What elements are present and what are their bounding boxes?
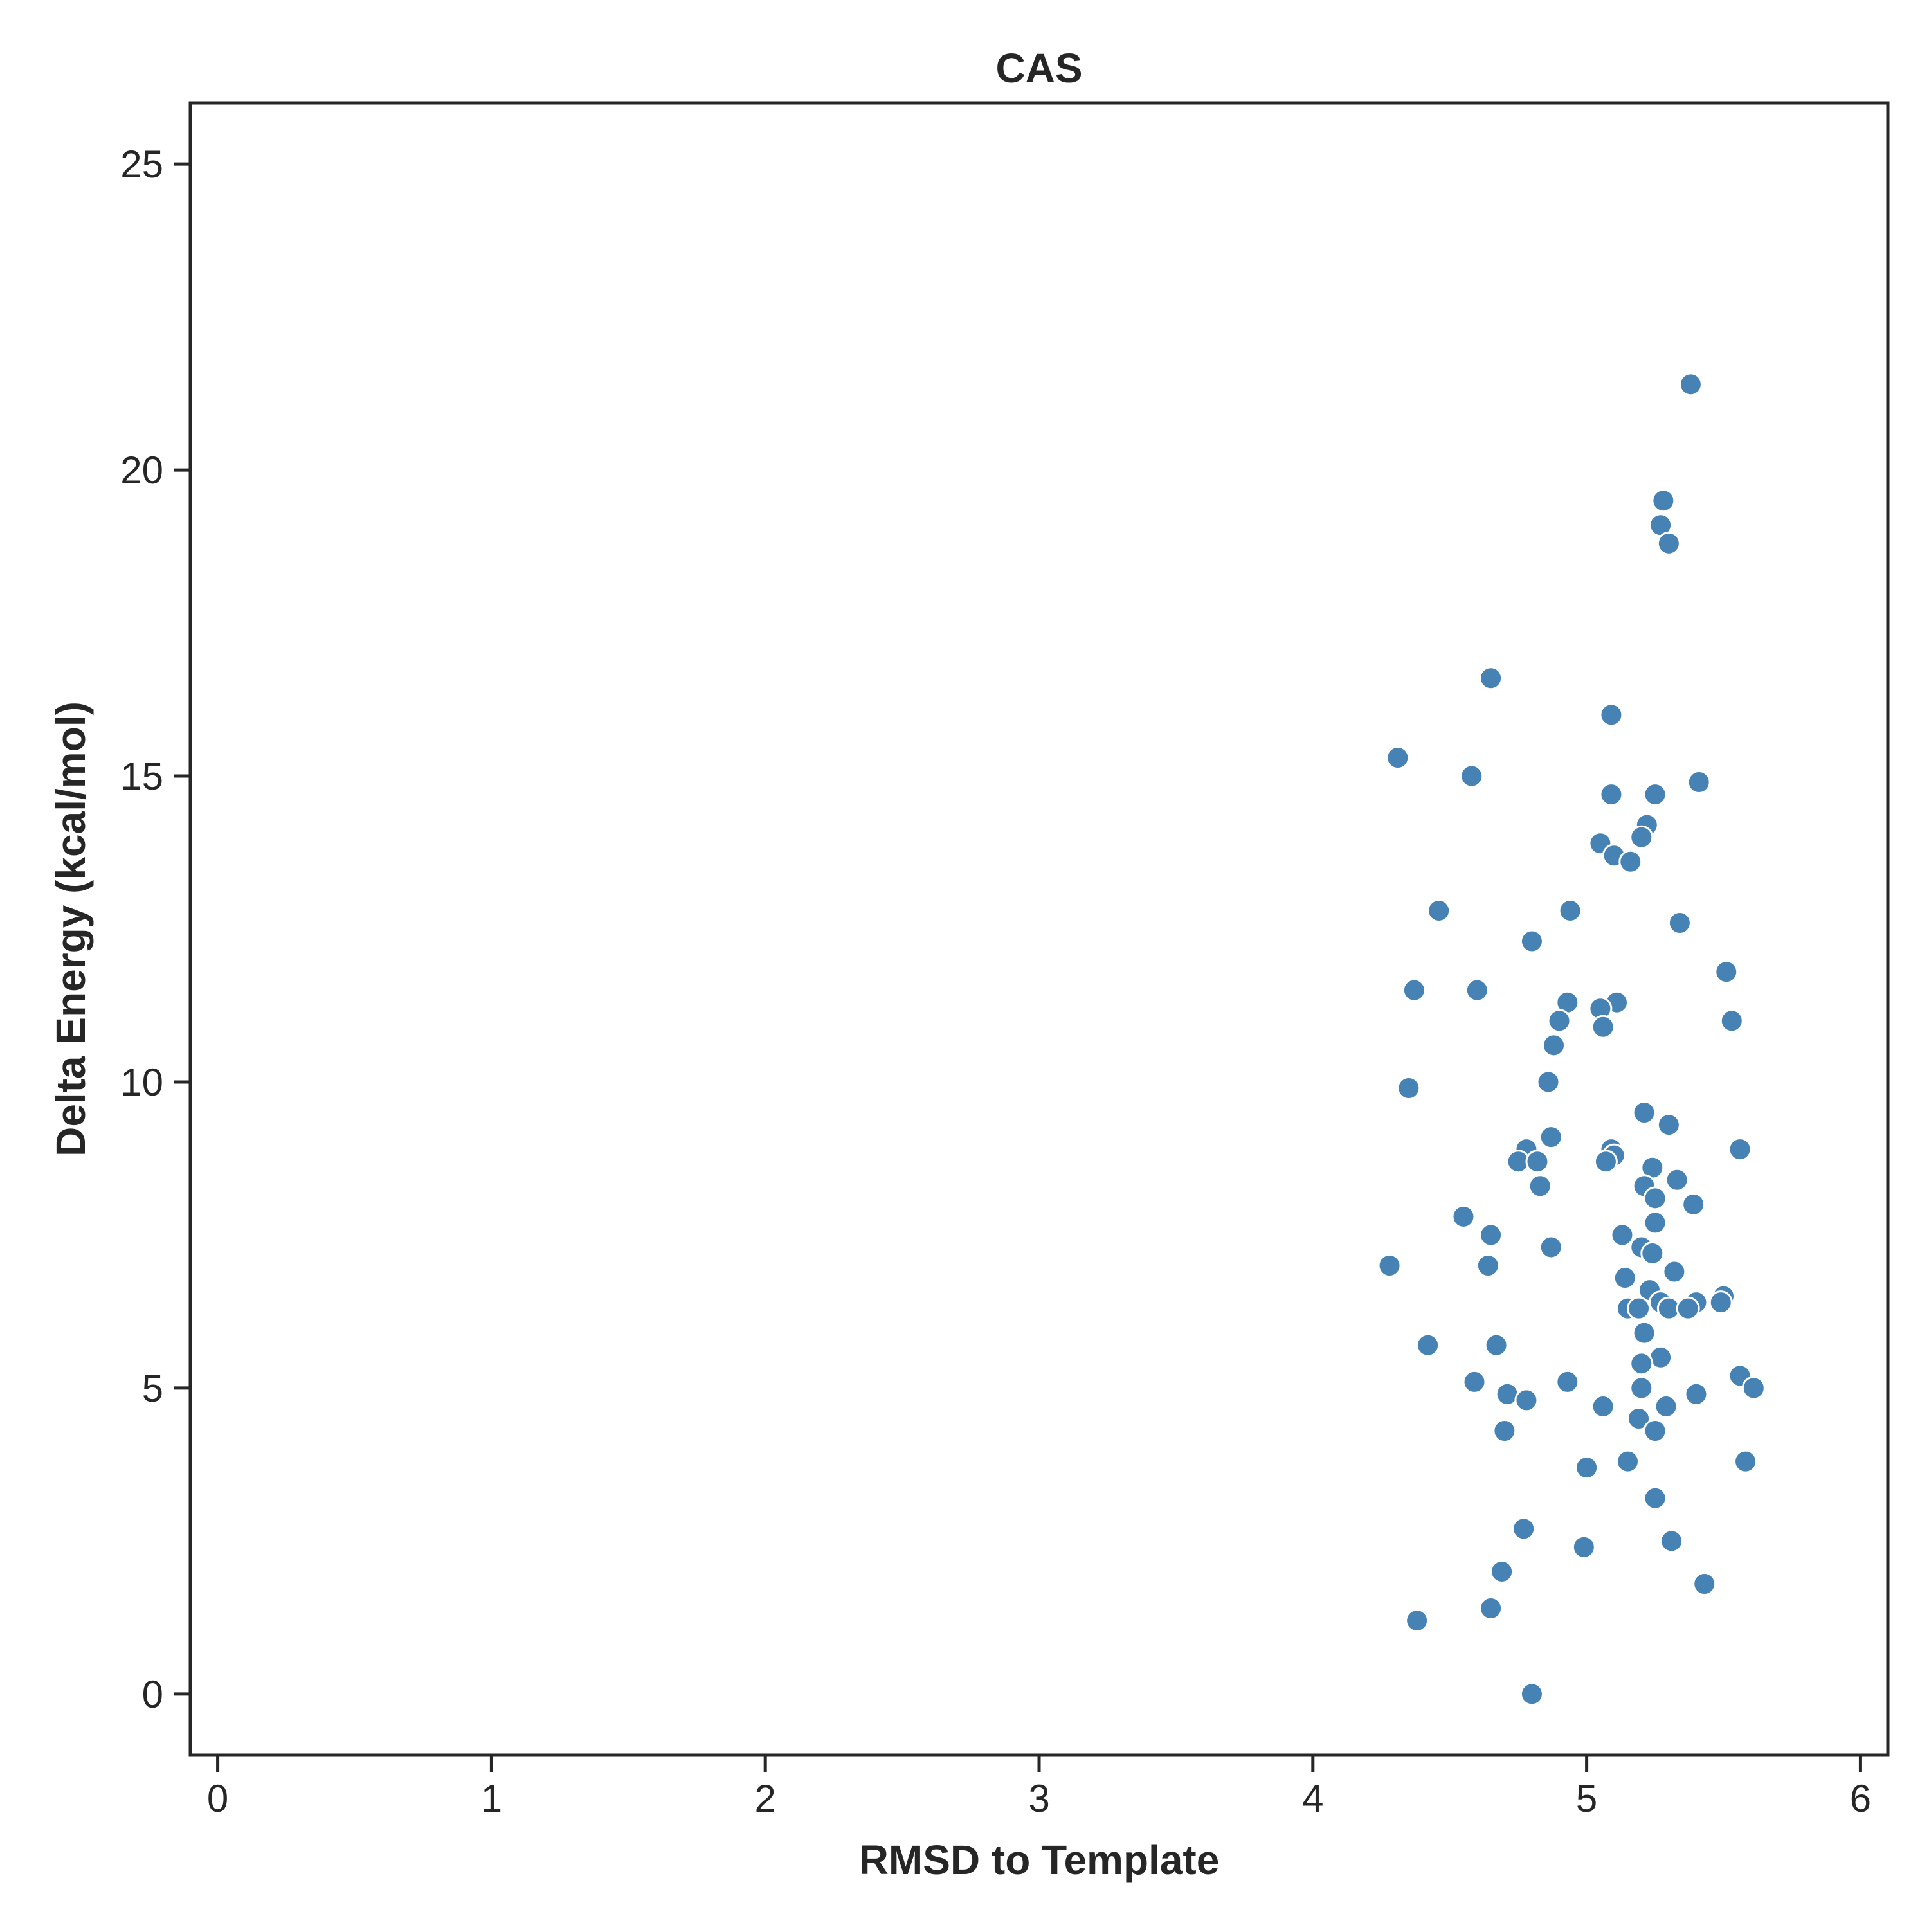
data-point [1599, 703, 1624, 727]
data-point [1547, 1009, 1571, 1033]
y-tick-label: 20 [120, 449, 163, 492]
y-tick-label: 5 [142, 1367, 163, 1410]
data-point [1476, 1254, 1500, 1278]
data-point [1479, 1223, 1503, 1247]
data-point [1525, 1150, 1550, 1174]
data-point [1618, 849, 1643, 874]
data-point [1539, 1125, 1563, 1150]
y-axis: 0 5 10 15 20 25 [120, 143, 190, 1716]
data-point [1651, 489, 1676, 513]
x-tick-label: 3 [1028, 1777, 1049, 1820]
data-point [1542, 1033, 1566, 1058]
data-point [1687, 770, 1711, 795]
chart-title: CAS [995, 45, 1082, 91]
y-tick-label: 0 [142, 1673, 163, 1716]
data-point [1613, 1266, 1637, 1290]
data-point [1741, 1376, 1766, 1400]
data-point [1427, 898, 1451, 923]
data-point [1734, 1449, 1758, 1474]
data-point [1555, 1369, 1580, 1394]
plot-area [190, 103, 1888, 1755]
data-point [1667, 910, 1692, 935]
data-point [1575, 1456, 1599, 1480]
data-point [1591, 1015, 1615, 1039]
x-axis: 0 1 2 3 4 5 6 [207, 1755, 1871, 1820]
data-point [1416, 1333, 1440, 1357]
data-point [1490, 1559, 1514, 1584]
y-tick-label: 10 [120, 1061, 163, 1104]
data-point [1684, 1382, 1708, 1406]
data-point [1377, 1254, 1402, 1278]
data-point [1640, 1241, 1665, 1265]
data-point [1462, 1369, 1487, 1394]
data-point [1479, 1596, 1503, 1621]
data-point [1656, 531, 1681, 555]
data-point [1719, 1009, 1744, 1033]
data-point [1656, 1113, 1681, 1137]
data-point [1629, 1351, 1654, 1376]
x-axis-label: RMSD to Template [859, 1837, 1220, 1883]
data-point [1593, 1150, 1618, 1174]
data-point [1610, 1223, 1635, 1247]
data-point [1492, 1419, 1517, 1443]
data-point [1465, 978, 1489, 1002]
data-point [1643, 1186, 1667, 1211]
data-point [1708, 1290, 1733, 1315]
data-point [1512, 1517, 1536, 1541]
x-tick-label: 1 [481, 1777, 502, 1820]
x-tick-label: 5 [1576, 1777, 1597, 1820]
data-point [1692, 1571, 1717, 1596]
data-point [1660, 1529, 1684, 1553]
data-point [1615, 1449, 1640, 1474]
data-point [1643, 1486, 1667, 1510]
data-point [1654, 1394, 1678, 1418]
y-tick-label: 25 [120, 143, 163, 186]
data-point [1681, 1192, 1706, 1216]
data-point [1386, 745, 1410, 770]
data-point [1714, 960, 1739, 984]
data-point [1632, 1101, 1656, 1125]
x-tick-label: 4 [1302, 1777, 1323, 1820]
data-point [1528, 1174, 1552, 1198]
data-point [1629, 1376, 1654, 1400]
data-point [1402, 978, 1426, 1002]
data-point [1451, 1204, 1476, 1229]
data-point [1536, 1070, 1561, 1094]
data-point [1484, 1333, 1508, 1357]
data-point [1728, 1137, 1752, 1162]
x-tick-label: 0 [207, 1777, 228, 1820]
data-point [1643, 1419, 1667, 1443]
data-point [1397, 1076, 1421, 1100]
data-point [1558, 898, 1582, 923]
data-point [1662, 1259, 1687, 1284]
data-point [1460, 764, 1484, 788]
data-point [1571, 1535, 1596, 1559]
data-point [1632, 1321, 1656, 1345]
data-point [1627, 1296, 1651, 1321]
data-point [1643, 1211, 1667, 1235]
y-axis-label: Delta Energy (kcal/mol) [48, 701, 94, 1157]
y-tick-label: 15 [120, 755, 163, 798]
data-point [1479, 666, 1503, 691]
data-point [1519, 929, 1544, 953]
data-point [1678, 372, 1703, 397]
data-point [1514, 1388, 1539, 1413]
data-point [1539, 1235, 1563, 1259]
data-point [1627, 1406, 1651, 1431]
data-point [1405, 1609, 1429, 1633]
data-point [1643, 782, 1667, 807]
data-point [1665, 1168, 1689, 1192]
data-point [1629, 825, 1654, 849]
data-point [1519, 1682, 1544, 1706]
data-point [1591, 1394, 1615, 1418]
x-tick-label: 6 [1850, 1777, 1871, 1820]
x-tick-label: 2 [755, 1777, 776, 1820]
data-point [1599, 782, 1624, 807]
data-point [1676, 1296, 1700, 1321]
points-layer [1377, 372, 1766, 1706]
